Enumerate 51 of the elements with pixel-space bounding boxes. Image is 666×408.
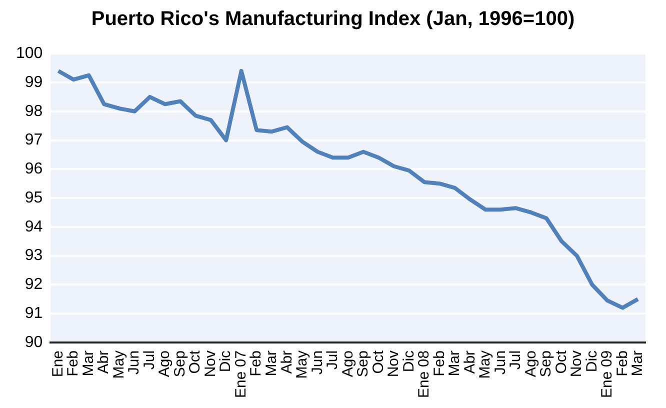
x-tick-label: Feb	[248, 350, 265, 376]
x-tick-label: May	[476, 350, 494, 379]
y-tick-label: 98	[24, 102, 43, 120]
x-tick-label: Abr	[95, 350, 112, 374]
x-tick-label: Jul	[507, 350, 524, 370]
x-tick-label: Sep	[171, 350, 188, 378]
x-tick-label: Abr	[461, 350, 478, 374]
x-tick-label: May	[294, 350, 311, 379]
y-tick-label: 100	[16, 45, 43, 62]
x-tick-label: Abr	[278, 350, 296, 374]
y-tick-label: 97	[24, 132, 43, 149]
y-tick-label: 95	[24, 189, 43, 206]
x-tick-label: Jun	[492, 350, 509, 375]
x-tick-label: Mar	[80, 350, 97, 376]
x-tick-label: Jun	[308, 350, 326, 375]
x-tick-label: Nov	[568, 350, 586, 378]
x-tick-label: Nov	[202, 350, 219, 378]
x-tick-label: Dic	[400, 350, 418, 372]
x-tick-label: Ago	[156, 350, 174, 378]
chart-title: Puerto Rico's Manufacturing Index (Jan, 1996=100)	[90, 8, 576, 32]
x-tick-label: Mar	[446, 350, 464, 376]
x-tick-label: Mar	[263, 350, 280, 376]
x-tick-label: Sep	[354, 350, 372, 378]
y-tick-label: 93	[24, 247, 43, 264]
x-tick-label: Jun	[126, 350, 143, 375]
x-tick-label: Jul	[324, 350, 342, 370]
x-tick-label: Nov	[385, 350, 402, 378]
x-tick-label: Ago	[522, 350, 540, 378]
x-tick-label: Dic	[583, 350, 600, 372]
y-tick-label: 99	[24, 74, 43, 91]
x-tick-label: Ene 07	[232, 350, 250, 398]
x-tick-label: Sep	[538, 350, 555, 378]
x-tick-label: Ene	[49, 350, 66, 378]
y-tick-label: 94	[24, 218, 43, 236]
x-tick-label: Feb	[614, 350, 631, 376]
y-tick-label: 91	[24, 304, 43, 322]
x-tick-label: Ago	[339, 350, 356, 378]
x-tick-label: Oct	[552, 350, 570, 374]
x-tick-label: Ene 08	[416, 350, 433, 398]
x-tick-label: Dic	[217, 350, 234, 372]
x-tick-label: Mar	[629, 350, 646, 376]
x-tick-label: Ene 09	[598, 350, 616, 398]
x-tick-label: Feb	[64, 350, 82, 376]
x-tick-label: Feb	[430, 350, 448, 376]
y-tick-label: 92	[24, 276, 43, 294]
x-tick-label: Oct	[186, 350, 204, 374]
y-tick-label: 96	[24, 160, 43, 178]
x-tick-label: May	[110, 350, 128, 379]
x-tick-label: Jul	[140, 350, 158, 370]
x-tick-label: Oct	[370, 350, 387, 374]
y-tick-label: 90	[24, 334, 43, 351]
